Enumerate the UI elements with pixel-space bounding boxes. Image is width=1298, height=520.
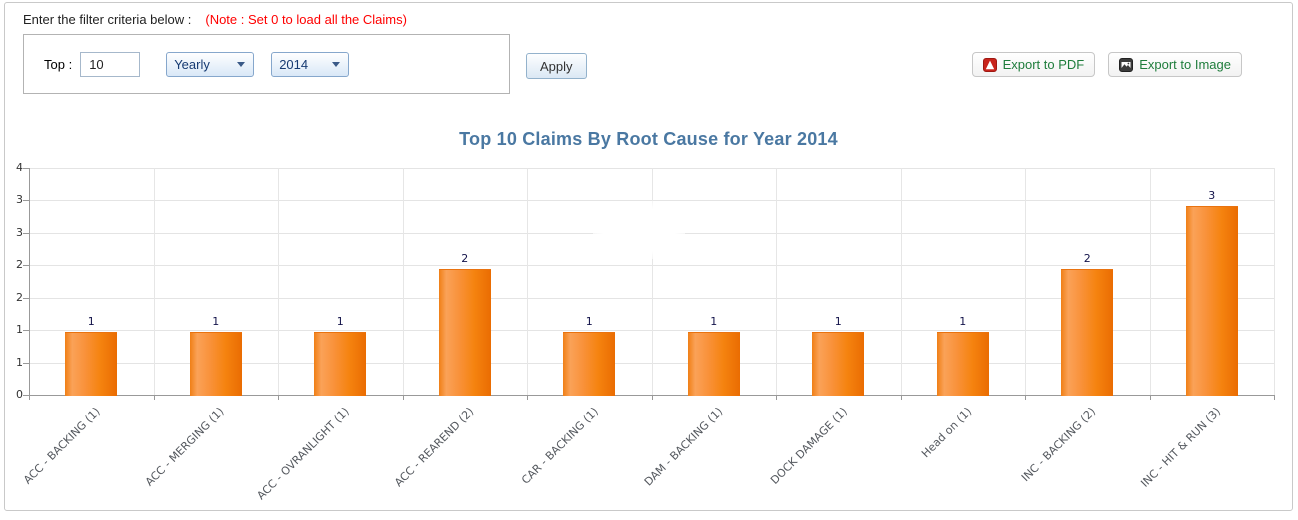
top-label: Top : [44, 56, 73, 72]
export-image-label: Export to Image [1139, 57, 1231, 72]
v-gridline [278, 168, 279, 395]
y-axis-tick [23, 362, 29, 364]
bar[interactable] [189, 332, 242, 396]
bar-value-label: 1 [710, 315, 718, 328]
x-category-label: ACC - MERGING (1) [143, 405, 227, 489]
x-axis-tick [1274, 395, 1275, 400]
x-category-label: DAM - BACKING (1) [641, 405, 725, 489]
x-axis-tick [527, 395, 528, 400]
export-pdf-button[interactable]: Export to PDF [971, 52, 1096, 77]
x-category-label: INC - BACKING (2) [1019, 405, 1099, 485]
bar-value-label: 1 [585, 315, 593, 328]
top-count-input[interactable] [80, 51, 141, 77]
period-select-value: Yearly [174, 56, 210, 72]
bar[interactable] [314, 332, 367, 396]
bar-value-label: 1 [212, 315, 220, 328]
x-axis-tick [153, 395, 155, 400]
x-axis-tick [278, 395, 279, 400]
y-axis-tick [23, 297, 29, 299]
x-category-label: Head on (1) [918, 405, 974, 461]
image-icon [1119, 57, 1134, 72]
v-gridline [1025, 168, 1026, 395]
v-gridline [651, 168, 653, 395]
x-category-label: ACC - OVRANLIGHT (1) [254, 405, 352, 503]
bar[interactable] [936, 332, 989, 396]
v-gridline [153, 168, 155, 395]
x-category-label: DOCK DAMAGE (1) [767, 405, 850, 487]
y-axis-tick [23, 232, 29, 234]
x-category-label: ACC - BACKING (1) [20, 405, 103, 487]
y-axis-tick [23, 395, 29, 396]
y-tick-label: 0 [16, 388, 23, 401]
year-select-value: 2014 [279, 56, 309, 72]
apply-button[interactable]: Apply [526, 53, 587, 79]
year-select[interactable]: 2014 [271, 51, 350, 77]
y-tick-label: 3 [16, 225, 23, 239]
y-axis-line [29, 168, 30, 396]
v-gridline [776, 168, 777, 395]
bar[interactable] [1061, 269, 1114, 396]
bar-value-label: 1 [959, 315, 967, 328]
bar-value-label: 3 [1208, 189, 1216, 202]
bar-value-label: 2 [1083, 252, 1091, 265]
x-axis-tick [1149, 395, 1151, 400]
chevron-down-icon [332, 61, 341, 67]
white-smudge [593, 201, 685, 259]
bar[interactable] [438, 269, 491, 396]
v-gridline [1149, 168, 1151, 395]
bar-value-label: 1 [834, 315, 842, 328]
y-tick-label: 3 [16, 193, 23, 207]
y-tick-label: 2 [16, 290, 23, 304]
y-tick-label: 1 [16, 355, 23, 369]
v-gridline [900, 168, 902, 395]
filter-instructions: Enter the filter criteria below : [23, 12, 192, 27]
bar[interactable] [65, 332, 118, 396]
bar-value-label: 1 [87, 315, 95, 328]
x-category-label: CAR - BACKING (1) [518, 405, 601, 487]
bar-value-label: 2 [461, 252, 469, 265]
export-image-button[interactable]: Export to Image [1108, 52, 1242, 77]
x-axis-tick [776, 395, 777, 400]
x-axis-tick [29, 395, 30, 400]
x-category-label: INC - HIT & RUN (3) [1138, 405, 1223, 490]
y-axis-tick [23, 330, 29, 332]
y-axis-tick [23, 265, 29, 267]
export-pdf-label: Export to PDF [1002, 57, 1085, 72]
x-axis-tick [900, 395, 902, 400]
v-gridline [402, 168, 404, 395]
bar[interactable] [812, 332, 865, 396]
y-tick-label: 2 [16, 258, 23, 272]
pdf-icon [982, 57, 997, 72]
y-tick-label: 4 [16, 161, 23, 174]
x-axis-tick [1025, 395, 1026, 400]
bar[interactable] [687, 332, 740, 396]
y-axis-tick [23, 200, 29, 202]
y-axis-tick [23, 168, 29, 169]
chart-title: Top 10 Claims By Root Cause for Year 201… [459, 129, 838, 149]
page-frame: Enter the filter criteria below : (Note :… [4, 2, 1293, 511]
x-axis-tick [402, 395, 404, 400]
v-gridline [527, 168, 528, 395]
bar[interactable] [1185, 206, 1238, 396]
x-axis-tick [651, 395, 653, 400]
filter-header: Enter the filter criteria below : (Note :… [23, 12, 407, 27]
x-category-label: ACC - REAREND (2) [391, 405, 476, 490]
filter-note: (Note : Set 0 to load all the Claims) [205, 12, 407, 27]
filter-fieldset: Top : Yearly 2014 [23, 34, 510, 94]
period-select[interactable]: Yearly [166, 51, 255, 77]
bar[interactable] [563, 332, 616, 396]
export-toolbar: Export to PDF Export to Image [971, 52, 1242, 77]
bar-value-label: 1 [336, 315, 344, 328]
y-tick-label: 1 [16, 323, 23, 337]
v-gridline [1274, 168, 1275, 395]
chevron-down-icon [237, 61, 246, 67]
